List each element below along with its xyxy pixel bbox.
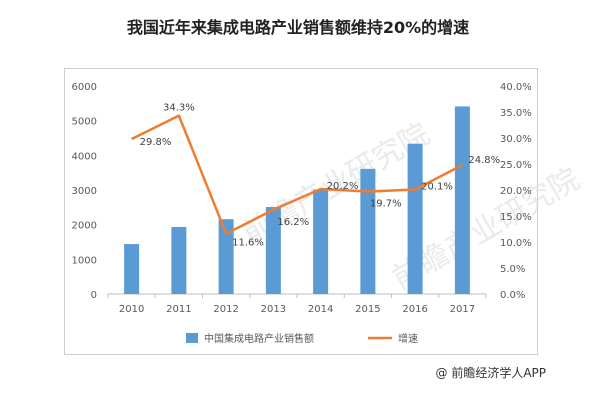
page-title: 我国近年来集成电路产业销售额维持20%的增速 xyxy=(126,18,470,37)
growth-data-label: 24.8% xyxy=(468,155,500,166)
growth-data-label: 34.3% xyxy=(163,103,195,114)
x-tick-label: 2016 xyxy=(402,304,427,315)
y-right-tick-label: 40.0% xyxy=(500,82,532,93)
growth-data-label: 19.7% xyxy=(370,199,402,210)
x-tick-label: 2012 xyxy=(213,304,238,315)
y-left-tick-label: 0 xyxy=(91,290,97,301)
y-left-tick-label: 2000 xyxy=(72,221,97,232)
y-right-tick-label: 10.0% xyxy=(500,238,532,249)
bar xyxy=(407,143,423,294)
y-left-tick-label: 3000 xyxy=(72,186,97,197)
growth-data-label: 29.8% xyxy=(140,137,172,148)
bar xyxy=(313,189,329,294)
bar xyxy=(454,106,470,294)
bar xyxy=(218,219,234,294)
y-right-tick-label: 5.0% xyxy=(500,264,525,275)
y-right-tick-label: 20.0% xyxy=(500,186,532,197)
x-tick-label: 2014 xyxy=(308,304,333,315)
bar xyxy=(265,207,281,294)
growth-data-label: 11.6% xyxy=(232,238,264,249)
y-left-tick-label: 4000 xyxy=(72,151,97,162)
y-left-tick-label: 6000 xyxy=(72,82,97,93)
growth-data-label: 20.2% xyxy=(327,181,359,192)
y-right-tick-label: 35.0% xyxy=(500,108,532,119)
legend-label-sales: 中国集成电路产业销售额 xyxy=(204,332,314,345)
bar xyxy=(171,226,187,294)
x-tick-label: 2010 xyxy=(119,304,144,315)
x-tick-label: 2011 xyxy=(166,304,191,315)
growth-data-label: 16.2% xyxy=(277,217,309,228)
x-tick-label: 2017 xyxy=(450,304,475,315)
y-right-tick-label: 30.0% xyxy=(500,134,532,145)
legend-label-growth: 增速 xyxy=(398,332,418,345)
source-credit: @ 前瞻经济学人APP xyxy=(435,366,547,380)
y-left-tick-label: 1000 xyxy=(72,255,97,266)
legend-swatch-sales xyxy=(186,333,198,343)
bar xyxy=(124,244,140,294)
bar xyxy=(360,168,376,294)
y-right-tick-label: 25.0% xyxy=(500,160,532,171)
y-right-tick-label: 15.0% xyxy=(500,212,532,223)
x-tick-label: 2013 xyxy=(261,304,286,315)
x-tick-label: 2015 xyxy=(355,304,380,315)
y-right-tick-label: 0.0% xyxy=(500,290,525,301)
y-left-tick-label: 5000 xyxy=(72,117,97,128)
growth-line xyxy=(131,114,463,235)
growth-data-label: 20.1% xyxy=(421,181,453,192)
